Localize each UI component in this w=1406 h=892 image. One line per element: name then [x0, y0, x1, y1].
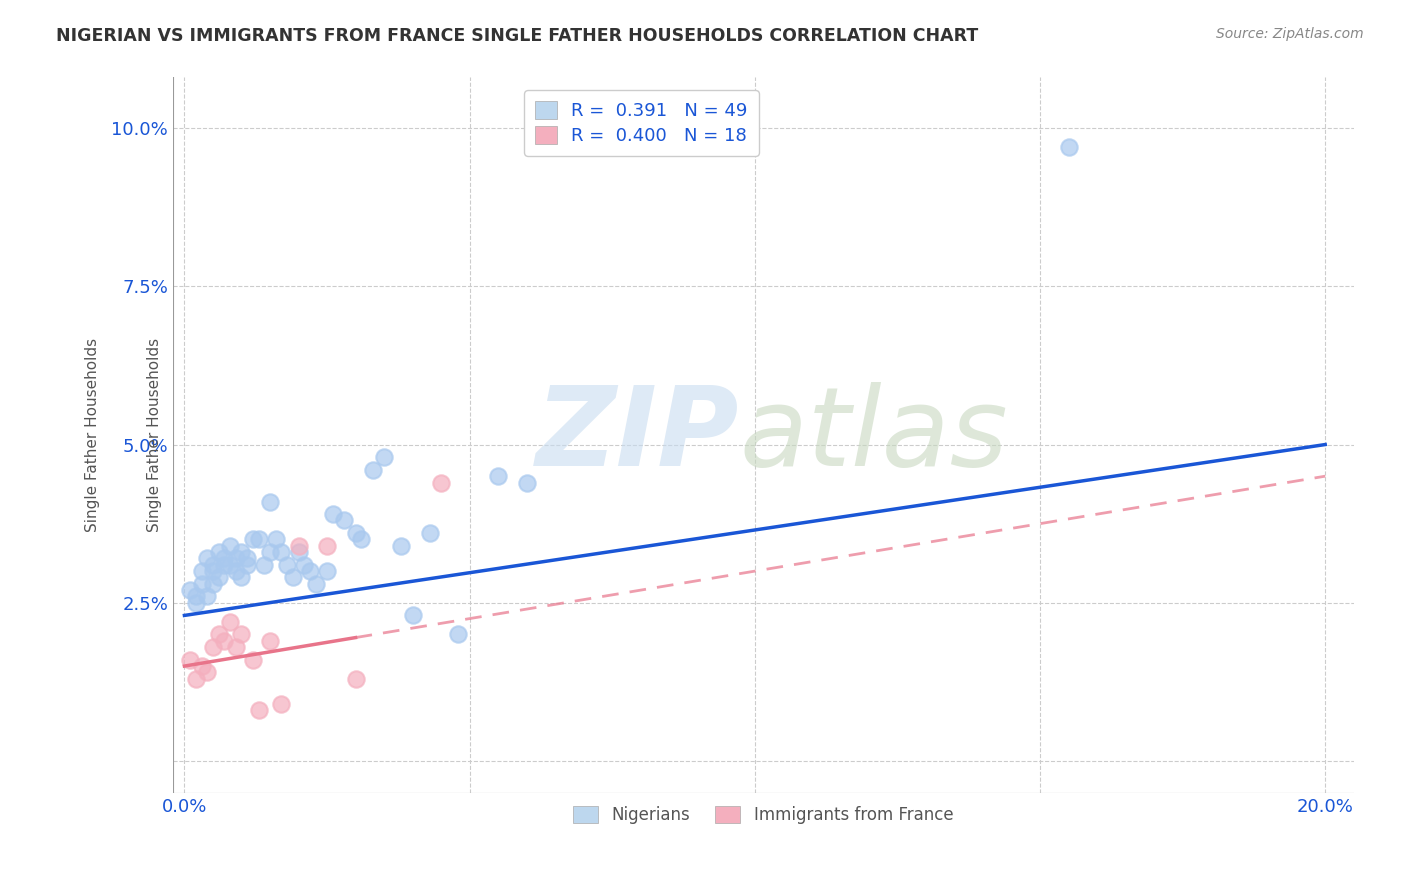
Point: [270, 545, 292, 559]
Point: [231, 545, 253, 559]
Text: ZIP: ZIP: [536, 382, 740, 489]
Point: [201, 564, 224, 578]
Point: [333, 514, 356, 528]
Point: [350, 533, 373, 547]
Text: atlas: atlas: [740, 382, 1008, 489]
Point: [486, 469, 509, 483]
Point: [373, 450, 395, 465]
Point: [276, 558, 298, 572]
Point: [190, 564, 212, 578]
Point: [208, 627, 231, 641]
Point: [281, 570, 304, 584]
Point: [247, 703, 270, 717]
Point: [344, 526, 367, 541]
Point: [1057, 140, 1080, 154]
Point: [201, 576, 224, 591]
Point: [447, 627, 470, 641]
Point: [344, 672, 367, 686]
Point: [179, 653, 201, 667]
Point: [184, 596, 207, 610]
Point: [264, 533, 287, 547]
Point: [247, 533, 270, 547]
Point: [195, 665, 218, 680]
Point: [304, 576, 326, 591]
Point: [316, 539, 339, 553]
Point: [225, 551, 247, 566]
Point: [316, 564, 339, 578]
Point: [195, 590, 218, 604]
Point: [231, 627, 253, 641]
Point: [214, 558, 236, 572]
Point: [184, 672, 207, 686]
Point: [298, 564, 321, 578]
Point: [287, 539, 309, 553]
Point: [219, 539, 242, 553]
Y-axis label: Single Father Households: Single Father Households: [86, 338, 100, 533]
Point: [190, 659, 212, 673]
Point: [236, 558, 259, 572]
Text: Source: ZipAtlas.com: Source: ZipAtlas.com: [1216, 27, 1364, 41]
Legend: Nigerians, Immigrants from France: Nigerians, Immigrants from France: [564, 797, 963, 834]
Point: [430, 475, 453, 490]
Point: [287, 545, 309, 559]
Point: [253, 558, 276, 572]
Point: [259, 633, 281, 648]
Point: [225, 564, 247, 578]
Point: [201, 640, 224, 654]
Point: [225, 640, 247, 654]
Y-axis label: Single Father Households: Single Father Households: [146, 338, 162, 533]
Point: [201, 558, 224, 572]
Point: [214, 633, 236, 648]
Point: [259, 494, 281, 508]
Point: [259, 545, 281, 559]
Point: [219, 558, 242, 572]
Point: [401, 608, 423, 623]
Point: [270, 697, 292, 711]
Point: [516, 475, 538, 490]
Point: [231, 570, 253, 584]
Text: NIGERIAN VS IMMIGRANTS FROM FRANCE SINGLE FATHER HOUSEHOLDS CORRELATION CHART: NIGERIAN VS IMMIGRANTS FROM FRANCE SINGL…: [56, 27, 979, 45]
Point: [389, 539, 412, 553]
Point: [214, 551, 236, 566]
Point: [184, 590, 207, 604]
Point: [195, 551, 218, 566]
Point: [190, 576, 212, 591]
Point: [419, 526, 441, 541]
Point: [208, 570, 231, 584]
Point: [292, 558, 315, 572]
Point: [322, 507, 344, 521]
Point: [242, 653, 264, 667]
Point: [361, 463, 384, 477]
Point: [242, 533, 264, 547]
Point: [219, 615, 242, 629]
Point: [236, 551, 259, 566]
Point: [208, 545, 231, 559]
Point: [179, 583, 201, 598]
